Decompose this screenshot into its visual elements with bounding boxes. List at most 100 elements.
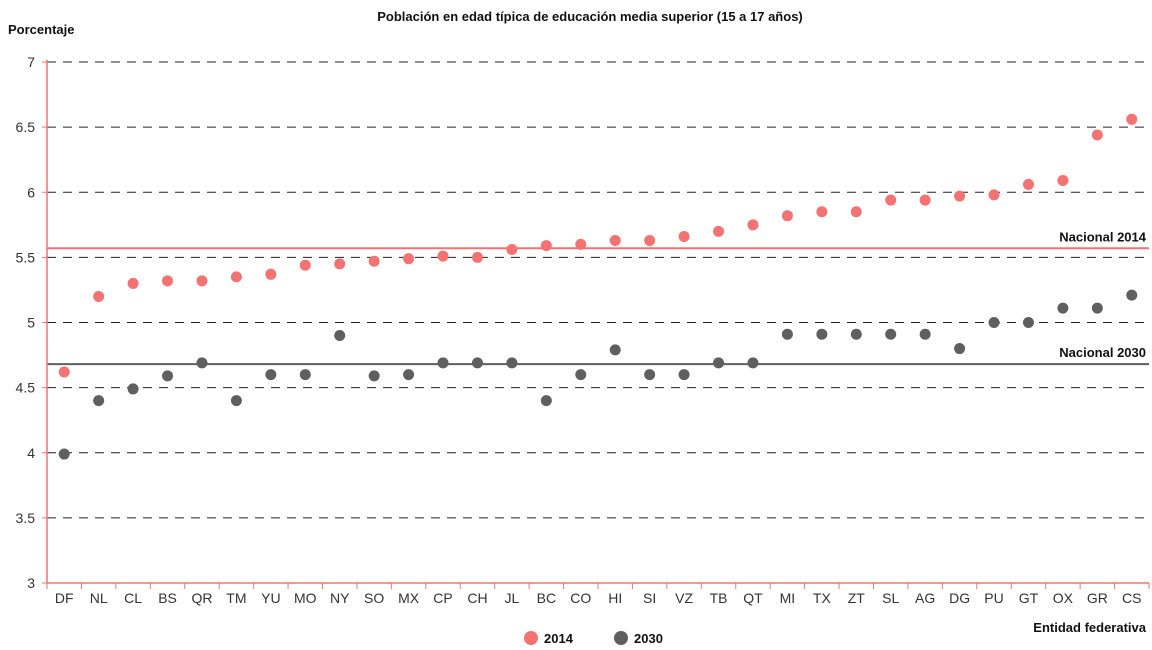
x-tick-label: HI — [608, 590, 622, 606]
point-2014-BC — [540, 240, 552, 252]
point-2030-CL — [127, 383, 139, 395]
point-2030-SO — [368, 370, 380, 382]
y-tick-label: 3.5 — [16, 510, 36, 526]
point-2014-ZT — [850, 206, 862, 218]
x-tick-label: CS — [1122, 590, 1141, 606]
x-tick-label: SL — [882, 590, 899, 606]
legend-marker-2030 — [614, 631, 628, 645]
x-tick-label: PU — [984, 590, 1003, 606]
x-ticks: DF NL CL BS QR TM YU MO NY SO MX CP CH JL BC CO HI SI VZ TB… — [46, 583, 1150, 606]
x-tick-label: CP — [433, 590, 452, 606]
point-2030-NY — [334, 330, 346, 342]
point-2030-GT — [1022, 317, 1034, 328]
point-2014-VZ — [678, 231, 690, 243]
point-2014-CO — [575, 238, 587, 250]
x-axis-label: Entidad federativa — [1033, 620, 1146, 635]
y-tick-label: 3 — [27, 575, 35, 591]
legend-label-2014: 2014 — [544, 631, 574, 646]
x-tick-label: QT — [743, 590, 763, 606]
point-2014-GR — [1091, 129, 1103, 141]
y-axis-label: Porcentaje — [8, 22, 74, 37]
point-2030-QT — [747, 357, 759, 369]
data-points — [58, 113, 1138, 460]
point-2014-OX — [1057, 175, 1069, 187]
point-2030-BC — [540, 395, 552, 407]
point-2014-TX — [816, 206, 828, 218]
point-2014-AG — [919, 194, 931, 206]
point-2030-JL — [506, 357, 518, 369]
point-2030-YU — [265, 369, 277, 381]
x-tick-label: OX — [1053, 590, 1074, 606]
point-2014-CL — [127, 277, 139, 289]
point-2014-TM — [230, 271, 242, 283]
x-tick-label: BS — [158, 590, 177, 606]
point-2030-QR — [196, 357, 208, 369]
reference-line-label: Nacional 2030 — [1059, 345, 1146, 360]
y-tick-label: 5.5 — [16, 249, 36, 265]
x-tick-label: GT — [1019, 590, 1039, 606]
point-2014-SL — [885, 194, 897, 206]
x-tick-label: TB — [710, 590, 728, 606]
x-tick-label: TM — [226, 590, 246, 606]
x-tick-label: TX — [813, 590, 832, 606]
point-2030-SL — [885, 328, 897, 340]
point-2014-CS — [1126, 113, 1138, 125]
point-2014-TB — [713, 225, 725, 237]
y-tick-label: 4 — [27, 445, 35, 461]
point-2014-GT — [1022, 178, 1034, 190]
x-tick-label: YU — [261, 590, 280, 606]
point-2030-MO — [299, 369, 311, 381]
x-tick-label: CO — [570, 590, 591, 606]
point-2030-PU — [988, 317, 1000, 328]
x-tick-label: BC — [537, 590, 556, 606]
legend: 2014 2030 — [524, 631, 663, 646]
reference-lines: Nacional 2014 Nacional 2030 — [47, 229, 1149, 366]
point-2030-TX — [816, 328, 828, 340]
point-2014-QT — [747, 219, 759, 231]
point-2014-DG — [954, 190, 966, 202]
point-2030-CP — [437, 357, 449, 369]
point-2014-MO — [299, 259, 311, 271]
point-2030-DF — [58, 448, 70, 460]
grid-lines — [47, 61, 1149, 519]
x-tick-label: ZT — [848, 590, 866, 606]
point-2030-CH — [471, 357, 483, 369]
x-tick-label: JL — [505, 590, 520, 606]
point-2030-BS — [162, 370, 174, 382]
point-2014-CP — [437, 250, 449, 262]
x-tick-label: AG — [915, 590, 935, 606]
x-tick-label: QR — [191, 590, 212, 606]
point-2014-SI — [644, 234, 656, 246]
point-2030-SI — [644, 369, 656, 381]
x-tick-label: GR — [1087, 590, 1108, 606]
point-2014-YU — [265, 268, 277, 280]
point-2030-HI — [609, 344, 621, 356]
point-2030-DG — [954, 343, 966, 355]
point-2014-JL — [506, 244, 518, 256]
point-2014-SO — [368, 255, 380, 267]
point-2030-OX — [1057, 302, 1069, 314]
x-tick-label: MX — [398, 590, 420, 606]
legend-label-2030: 2030 — [634, 631, 663, 646]
x-tick-label: NY — [330, 590, 350, 606]
point-2030-MI — [781, 328, 793, 340]
point-2030-AG — [919, 328, 931, 340]
y-tick-label: 6.5 — [16, 119, 36, 135]
point-2030-MX — [403, 369, 415, 381]
y-tick-label: 7 — [27, 54, 35, 70]
x-tick-label: DG — [949, 590, 970, 606]
y-tick-label: 5 — [27, 315, 35, 331]
chart-title: Población en edad típica de educación me… — [377, 9, 803, 24]
x-tick-label: MI — [780, 590, 796, 606]
point-2030-CO — [575, 369, 587, 381]
point-2030-GR — [1091, 302, 1103, 314]
point-2030-VZ — [678, 369, 690, 381]
point-2014-HI — [609, 234, 621, 246]
point-2014-MI — [781, 210, 793, 222]
point-2014-PU — [988, 189, 1000, 201]
point-2014-QR — [196, 275, 208, 287]
x-tick-label: CH — [467, 590, 487, 606]
point-2030-NL — [93, 395, 105, 407]
point-2014-NL — [93, 290, 105, 302]
